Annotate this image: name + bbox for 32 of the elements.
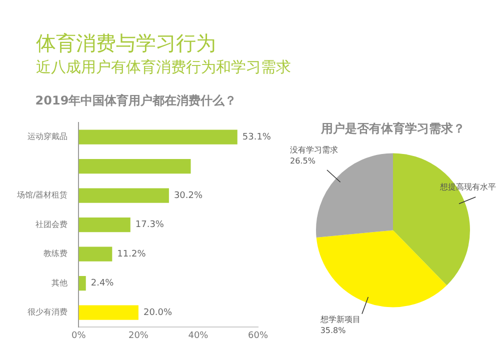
bar	[78, 188, 169, 203]
x-tick-label: 0%	[72, 330, 86, 341]
slice-label: 想提高现有水平	[439, 182, 496, 192]
y-tick-label: 教练费	[44, 249, 68, 258]
y-tick-label: 很少有消费	[28, 308, 68, 317]
x-tick-label: 20%	[128, 330, 149, 341]
data-label: 30.2%	[174, 190, 203, 201]
data-label: 11.2%	[117, 249, 146, 260]
slice-label: 想学新项目	[319, 314, 360, 324]
y-tick-label: 场馆/器材租赁	[16, 190, 68, 200]
bar	[78, 158, 191, 174]
x-tick-label: 60%	[248, 330, 268, 341]
slice-label: 没有学习需求	[290, 145, 338, 154]
x-tick-label: 40%	[188, 330, 209, 341]
bar	[78, 276, 86, 291]
text: 体育消费与学习行为	[36, 30, 217, 56]
data-label: 53.1%	[242, 132, 272, 142]
data-label: 20.0%	[143, 308, 173, 318]
bar	[78, 246, 112, 262]
data-label: 2.4%	[90, 278, 114, 289]
chart-title: 用户是否有体育学习需求？	[320, 121, 465, 136]
bar	[78, 130, 238, 144]
data-label: 35.8%	[320, 326, 346, 335]
bar	[78, 217, 130, 232]
text: 近八成用户有体育消费行为和学习需求	[36, 57, 292, 78]
y-tick-label: 运动穿戴品	[28, 132, 68, 142]
bar	[78, 305, 138, 320]
data-label: 17.3%	[135, 220, 164, 230]
y-tick-label: 其他	[52, 278, 68, 288]
y-tick-label: 社团会费	[36, 220, 68, 229]
data-label: 26.5%	[290, 156, 316, 166]
chart-title: 2019年中国体育用户都在消费什么？	[35, 93, 237, 108]
